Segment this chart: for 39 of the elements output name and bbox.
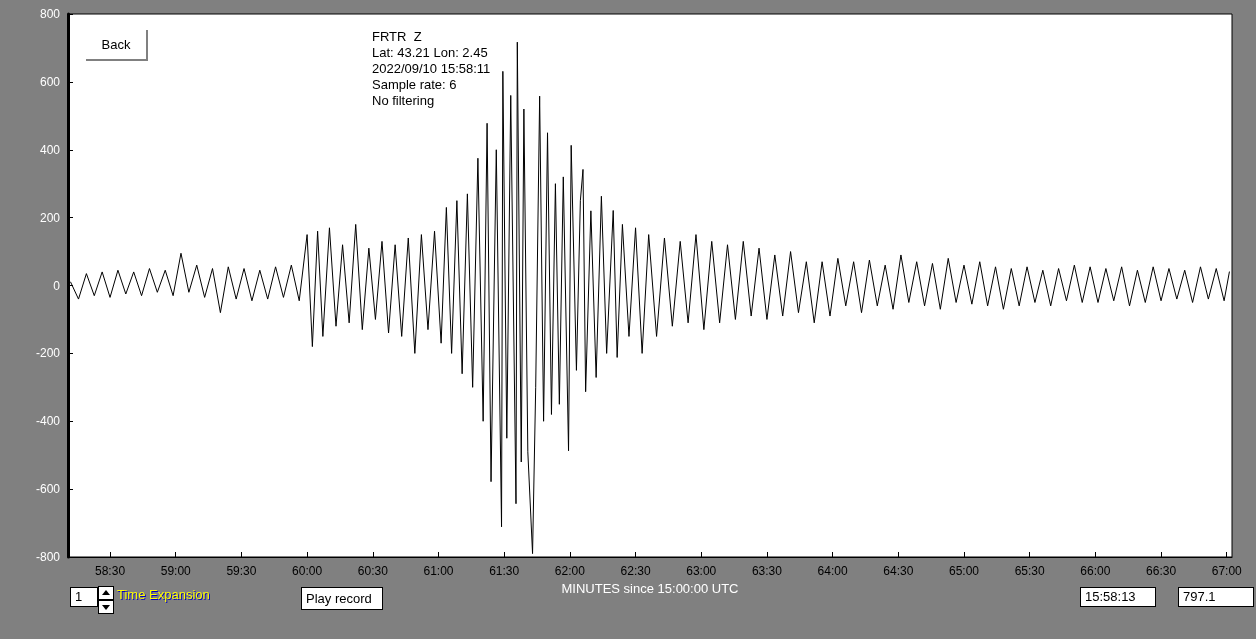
value-field: 797.1 (1178, 587, 1254, 607)
y-tick-label: 200 (39, 210, 61, 225)
y-tick-label: -400 (35, 414, 61, 429)
x-tick-label: 64:30 (883, 564, 914, 578)
number-field: 1 (70, 587, 98, 607)
x-tick-label: 66:00 (1080, 564, 1111, 578)
play-button: Play record (301, 587, 383, 610)
annotation: No filtering (372, 93, 435, 108)
x-tick-label: 58:30 (95, 564, 126, 578)
y-tick-label: 0 (53, 278, 61, 293)
x-tick-label: 65:30 (1014, 564, 1046, 578)
y-tick-label: 800 (39, 7, 61, 21)
back-button: Back (86, 30, 148, 61)
x-tick-label: 59:30 (226, 564, 257, 578)
x-tick-label: 65:00 (948, 564, 980, 578)
x-tick-label: 59:00 (160, 564, 192, 578)
annotation: Sample rate: 6 (372, 77, 457, 92)
x-tick-label: 61:30 (489, 564, 520, 578)
x-tick-label: 60:30 (357, 564, 389, 578)
x-axis-title: MINUTES since 15:00:00 UTC (561, 580, 739, 596)
annotation: FRTR Z (372, 29, 422, 44)
y-tick-label: -200 (35, 346, 61, 361)
annotation: Lat: 43.21 Lon: 2.45 (372, 45, 488, 60)
x-tick-label: 63:00 (686, 564, 717, 578)
x-tick-label: 66:30 (1146, 564, 1177, 578)
x-tick-label: 60:00 (292, 564, 323, 578)
text: Time Expansion (117, 587, 210, 602)
x-tick-label: 62:30 (620, 564, 651, 578)
x-tick-label: 61:00 (423, 564, 454, 578)
x-tick-label: 62:00 (554, 564, 586, 578)
x-tick-label: 67:00 (1211, 564, 1243, 578)
y-tick-label: 600 (39, 74, 61, 89)
x-tick-label: 64:00 (817, 564, 848, 578)
y-tick-label: 400 (39, 142, 61, 157)
annotation: 2022/09/10 15:58:11 (372, 61, 491, 76)
y-tick-label: -600 (35, 482, 61, 497)
y-tick-label: -800 (35, 550, 61, 564)
x-tick-label: 63:30 (751, 564, 783, 578)
time-field: 15:58:13 (1080, 587, 1156, 607)
